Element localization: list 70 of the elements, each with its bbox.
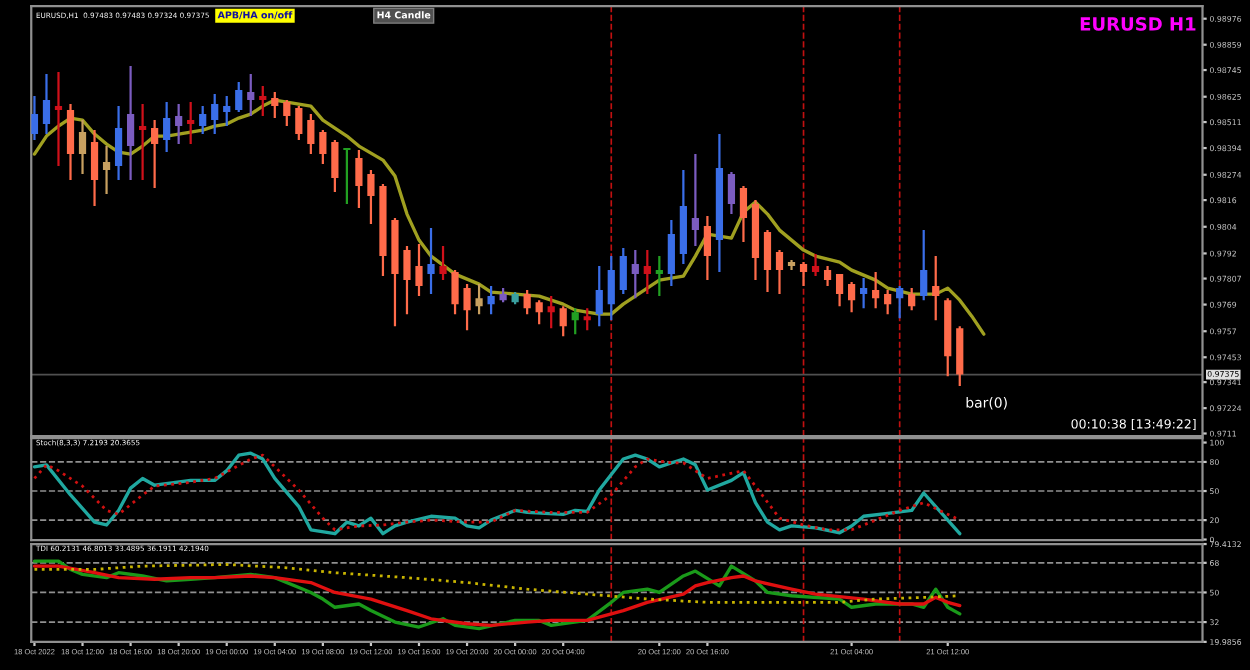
candlestick [811,253,820,278]
candlestick [187,100,195,146]
candlestick [643,249,651,296]
candlestick [151,118,159,190]
candlestick [66,102,75,182]
candlestick [487,285,495,316]
candlestick [114,104,123,182]
candlestick [307,112,315,156]
candlestick [163,100,171,154]
candlestick [259,84,267,118]
candlestick [211,92,219,136]
candlestick [775,249,784,296]
candlestick [956,325,964,388]
candlestick [920,228,928,302]
candlestick [439,245,447,282]
annotation: EURUSD H1 [1080,17,1196,31]
candlestick [283,98,291,128]
candlestick [295,104,303,142]
candlestick [727,170,736,216]
candlestick [367,168,375,226]
candlestick [247,72,255,118]
candlestick [571,307,579,336]
candlestick [908,287,916,312]
candlestick [860,277,868,310]
candlestick [451,269,459,316]
candlestick [427,226,435,296]
candlestick [763,228,772,294]
candlestick [691,152,699,248]
candlestick [331,138,339,194]
candlestick [175,102,183,146]
candlestick [223,94,231,128]
candlestick [619,247,627,296]
candlestick [523,289,531,316]
candlestick [835,273,844,308]
line-series [32,98,986,336]
candlestick [703,214,712,282]
candlestick [595,265,603,328]
candlestick [655,255,663,298]
candlestick [799,261,808,288]
candlestick [319,128,327,166]
candlestick [607,255,615,322]
candlestick [932,255,940,322]
candlestick [54,70,63,168]
candlestick [42,72,51,136]
candlestick [403,245,411,316]
candlestick [463,283,471,332]
candlestick [884,289,892,316]
candlestick [355,148,363,210]
candlestick [78,118,87,176]
candlestick [90,128,99,208]
candlestick [823,265,832,288]
candlestick [126,64,135,182]
candlestick [583,307,591,332]
candlestick [559,305,567,338]
candlestick [343,146,351,206]
candlestick [415,243,423,298]
candlestick [739,184,748,244]
candlestick [848,281,856,314]
candlestick [872,271,880,310]
candlestick [631,249,639,300]
candlestick [139,102,147,182]
candlestick [235,80,243,114]
candlestick [535,299,543,326]
candlestick [271,90,279,120]
candlestick [199,104,207,136]
candlestick [896,285,904,320]
candlestick [475,283,483,316]
candlestick [547,295,555,330]
candlestick [102,144,111,196]
candlestick [667,218,675,288]
